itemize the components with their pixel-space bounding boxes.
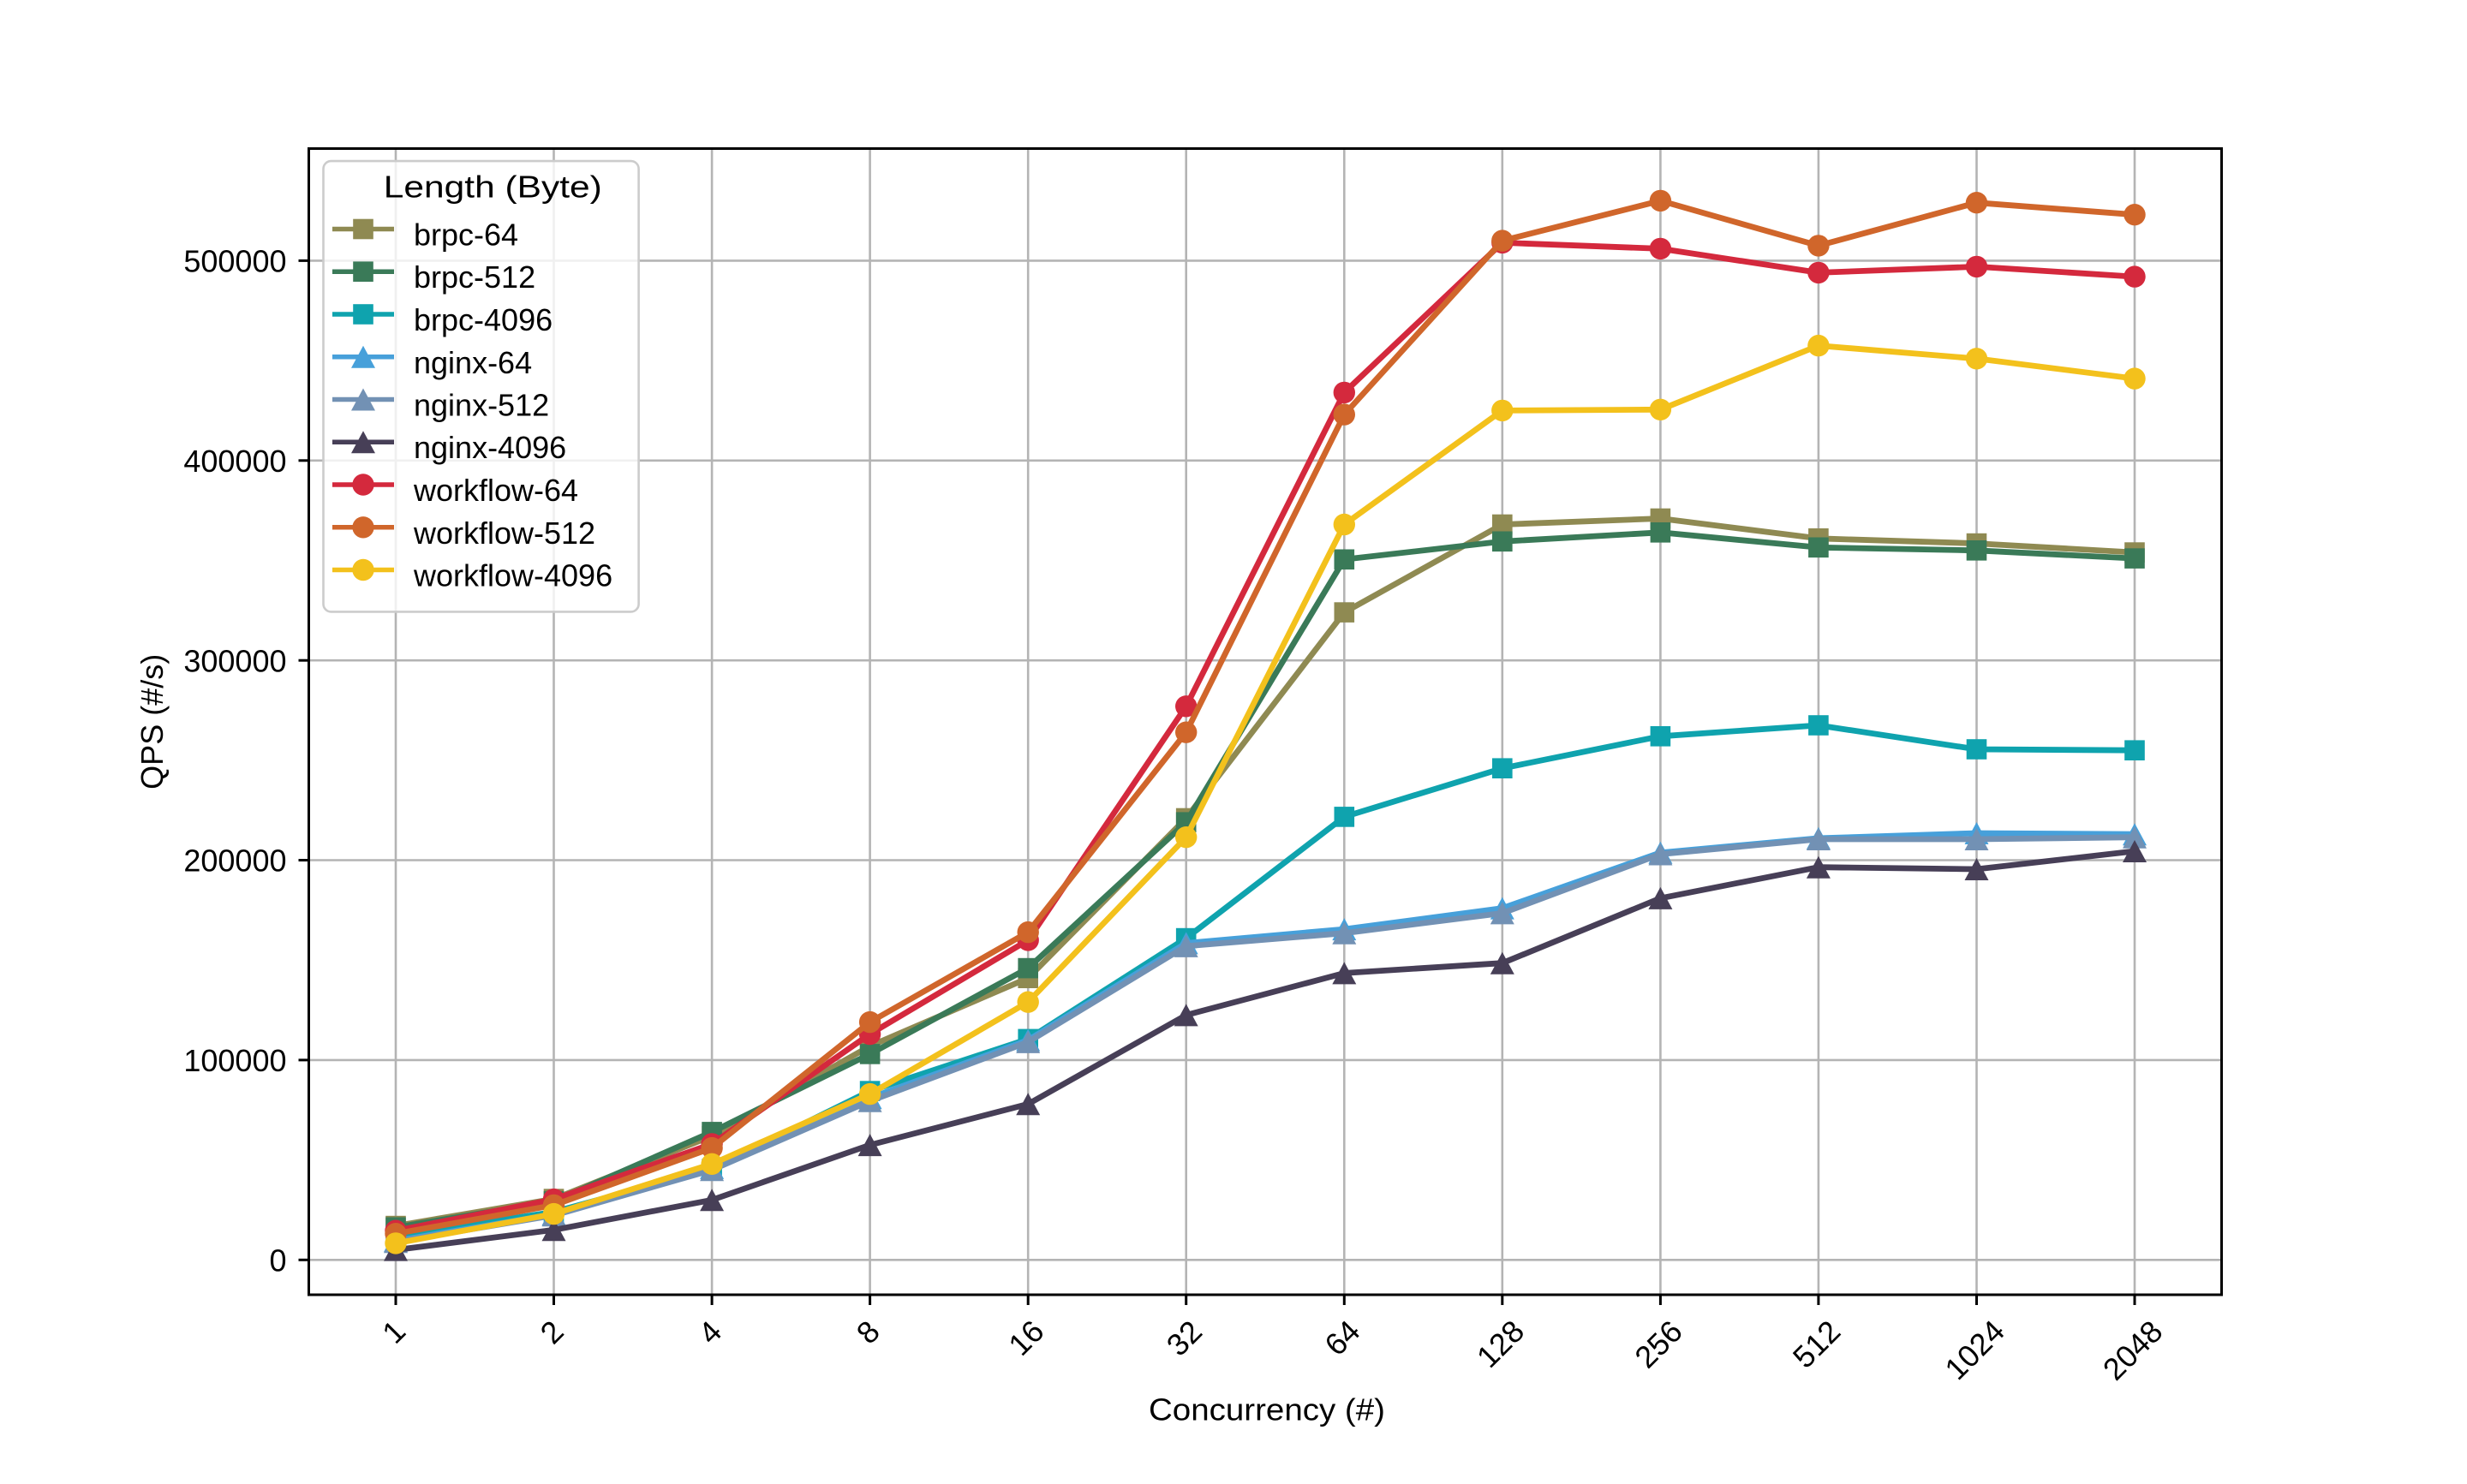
svg-text:brpc-512: brpc-512 xyxy=(414,259,535,295)
svg-text:brpc-4096: brpc-4096 xyxy=(414,302,553,337)
svg-text:0: 0 xyxy=(269,1243,286,1278)
svg-text:Concurrency (#): Concurrency (#) xyxy=(1149,1392,1385,1427)
svg-text:200000: 200000 xyxy=(183,843,286,879)
svg-text:nginx-512: nginx-512 xyxy=(414,388,549,423)
svg-text:brpc-64: brpc-64 xyxy=(414,218,518,253)
svg-text:500000: 500000 xyxy=(183,244,286,279)
svg-text:workflow-512: workflow-512 xyxy=(413,516,595,551)
svg-text:workflow-4096: workflow-4096 xyxy=(413,558,612,593)
svg-text:100000: 100000 xyxy=(183,1043,286,1078)
svg-text:nginx-64: nginx-64 xyxy=(414,345,532,380)
svg-text:QPS (#/s): QPS (#/s) xyxy=(134,654,170,790)
svg-text:workflow-64: workflow-64 xyxy=(413,473,578,508)
svg-text:Length (Byte): Length (Byte) xyxy=(384,169,602,204)
svg-text:300000: 300000 xyxy=(183,643,286,678)
svg-text:nginx-4096: nginx-4096 xyxy=(414,430,566,465)
svg-text:400000: 400000 xyxy=(183,444,286,479)
